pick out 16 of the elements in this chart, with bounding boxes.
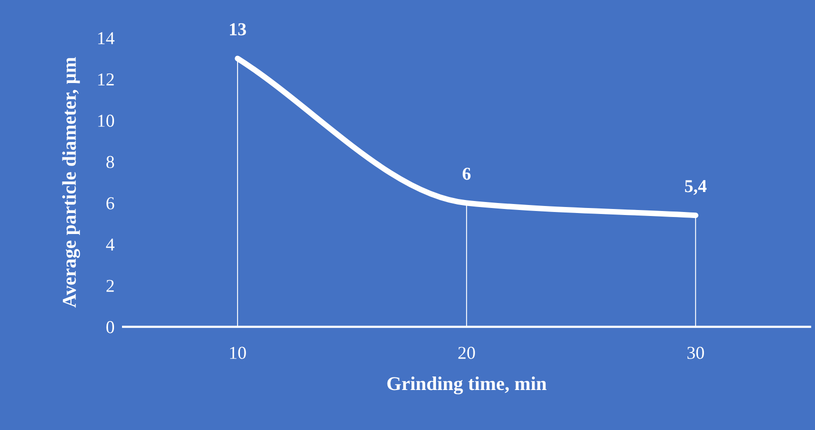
x-tick-label: 10 (230, 346, 246, 359)
y-tick-label: 2 (106, 280, 114, 292)
y-axis-title: Average particle diameter, µm (62, 57, 80, 308)
y-tick-label: 6 (106, 197, 114, 210)
x-tick-label: 20 (458, 346, 475, 359)
data-label: 13 (230, 23, 246, 36)
y-tick-label: 0 (106, 321, 114, 334)
y-tick-label: 4 (106, 238, 114, 251)
y-tick-label: 10 (98, 114, 114, 127)
y-tick-label: 12 (98, 73, 114, 86)
data-label: 6 (462, 168, 471, 180)
data-label: 5,4 (685, 180, 707, 195)
x-axis-title: Grinding time, min (387, 376, 547, 394)
y-tick-label: 14 (98, 32, 114, 44)
x-tick-label: 30 (687, 346, 704, 359)
y-tick-label: 8 (106, 156, 114, 168)
